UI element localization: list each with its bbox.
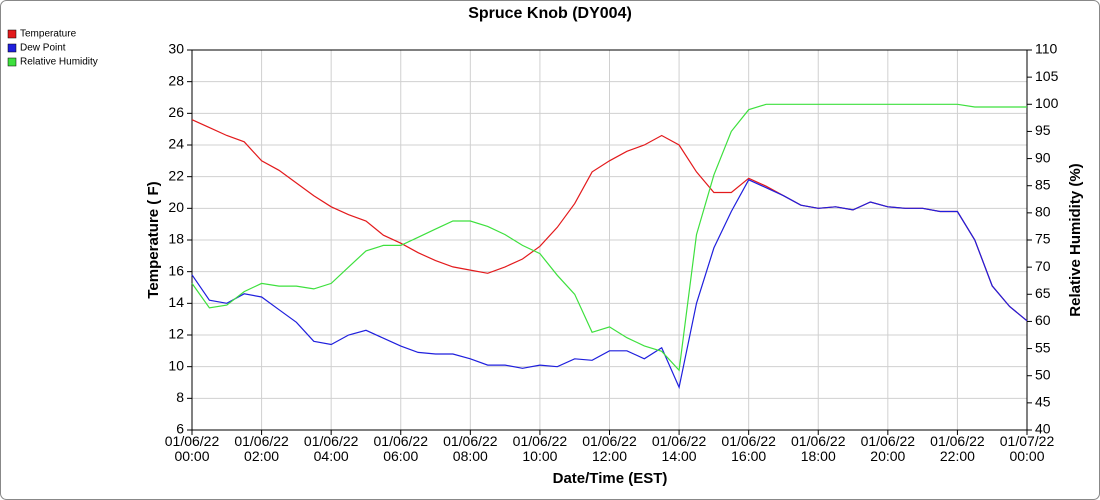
y-tick-label: 10 [168,357,184,373]
legend-swatch [7,57,17,67]
x-tick-label: 01/06/22 02:00 [234,433,289,464]
y-tick-label: 8 [176,389,184,405]
legend-label: Relative Humidity [20,57,98,68]
y2-tick-label: 70 [1035,258,1051,274]
y2-tick-label: 60 [1035,312,1051,328]
y-tick-label: 6 [176,421,184,437]
y-tick-label: 20 [168,199,184,215]
y-tick-label: 18 [168,231,184,247]
y-tick-label: 12 [168,326,184,342]
y2-tick-label: 45 [1035,394,1051,410]
y-tick-label: 22 [168,167,184,183]
y-tick-label: 24 [168,136,184,152]
x-tick-label: 01/06/22 06:00 [373,433,429,464]
legend-swatch [7,29,17,39]
y-tick-label: 28 [168,72,184,88]
x-tick-label: 01/07/22 00:00 [999,433,1055,464]
x-tick-label: 01/06/22 10:00 [512,433,568,464]
y2-tick-label: 40 [1035,421,1051,437]
x-tick-label: 01/06/22 18:00 [791,433,846,464]
series-line [191,179,1028,390]
legend-label: Temperature [20,29,77,40]
y-tick-label: 16 [168,262,184,278]
y2-tick-label: 85 [1035,176,1051,192]
y-tick-label: 14 [168,294,184,310]
x-tick-label: 01/06/22 04:00 [303,433,359,464]
y2-tick-label: 95 [1035,122,1051,138]
chart-title: Spruce Knob (DY004) [468,5,632,22]
y2-tick-label: 50 [1035,366,1051,382]
x-axis-title: Date/Time (EST) [553,470,668,487]
x-tick-label: 01/06/22 00:00 [164,433,220,464]
y2-tick-label: 75 [1035,231,1051,247]
y-tick-label: 26 [168,104,184,120]
legend-label: Dew Point [20,43,66,54]
y2-tick-label: 55 [1035,339,1051,355]
legend-swatch [7,43,17,53]
y2-tick-label: 90 [1035,149,1051,165]
y2-tick-label: 100 [1035,95,1059,111]
y-axis-title: Temperature ( F) [145,181,162,298]
x-tick-label: 01/06/22 08:00 [443,433,498,464]
series-line [191,103,1027,372]
y2-tick-label: 110 [1035,41,1058,57]
y-tick-label: 30 [168,41,184,57]
x-tick-label: 01/06/22 14:00 [651,433,707,464]
y2-axis-title: Relative Humidity (%) [1067,163,1084,316]
x-tick-label: 01/06/22 20:00 [860,433,916,464]
plot-area [191,49,1028,431]
x-tick-label: 01/06/22 22:00 [930,433,985,464]
y2-tick-label: 105 [1035,68,1059,84]
x-tick-label: 01/06/22 16:00 [721,433,776,464]
y2-tick-label: 65 [1035,285,1051,301]
y2-tick-label: 80 [1035,204,1051,220]
x-tick-label: 01/06/22 12:00 [582,433,637,464]
